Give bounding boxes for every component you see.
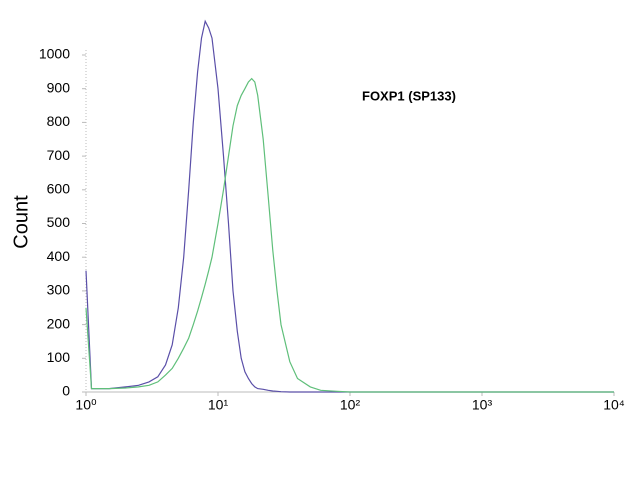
- x-tick-label: 10³: [472, 397, 493, 413]
- y-tick-label: 700: [47, 147, 71, 163]
- histogram-line: [85, 77, 614, 393]
- y-tick-label: 1000: [39, 46, 70, 62]
- annotation: FOXP1 (SP133): [362, 88, 456, 103]
- x-tick-label: 10¹: [208, 397, 229, 413]
- y-axis-label: Count: [10, 195, 32, 249]
- x-tick-label: 10⁰: [75, 397, 97, 413]
- x-tick-label: 10⁴: [603, 397, 625, 413]
- y-tick-label: 300: [47, 282, 71, 298]
- y-tick-label: 100: [47, 349, 71, 365]
- x-tick-label: 10²: [340, 397, 361, 413]
- y-tick-label: 0: [62, 383, 70, 399]
- y-tick-label: 500: [47, 214, 71, 230]
- y-tick-label: 600: [47, 181, 71, 197]
- y-tick-label: 900: [47, 79, 71, 95]
- histogram-line: [85, 19, 614, 393]
- y-tick-label: 200: [47, 315, 71, 331]
- y-tick-label: 400: [47, 248, 71, 264]
- y-tick-label: 800: [47, 113, 71, 129]
